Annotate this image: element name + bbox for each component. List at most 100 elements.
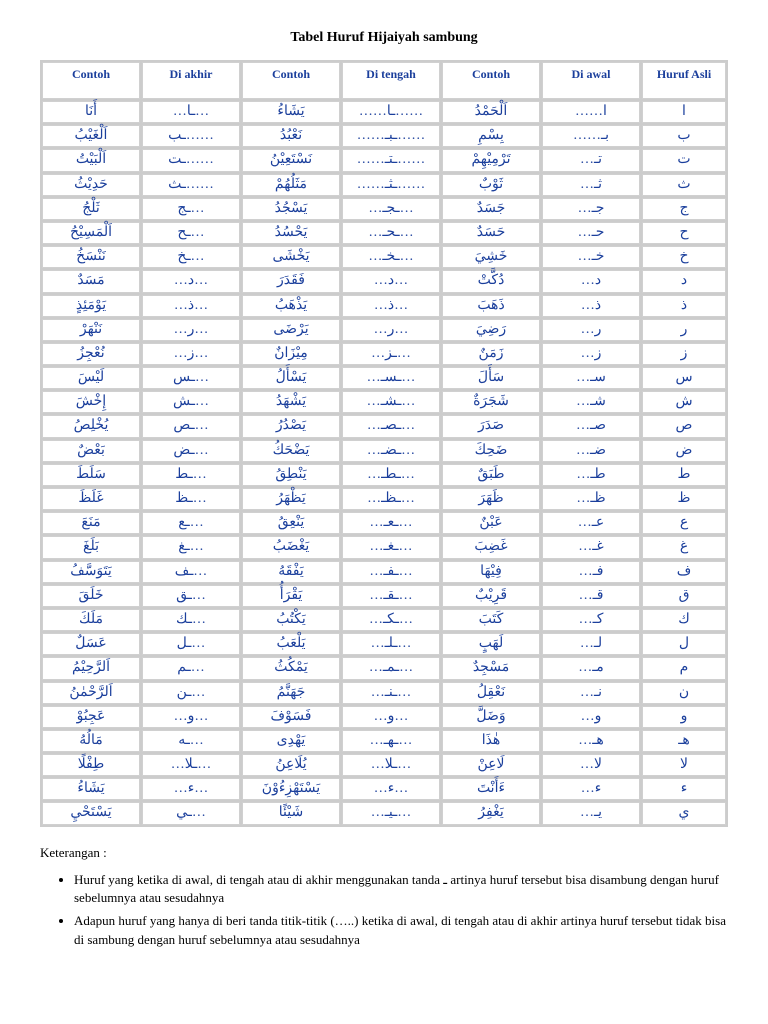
table-cell: …ـح [142, 222, 240, 244]
table-cell: …ذ… [342, 295, 440, 317]
table-cell: فِيْهَا [442, 561, 540, 583]
table-cell: يَكْتُبُ [242, 609, 340, 631]
table-cell: …ر… [142, 319, 240, 341]
table-cell: ص [642, 415, 726, 437]
table-cell: جـ… [542, 198, 640, 220]
table-row: يَشَاءُ…ء…يَسْتَهْزِءُوْنَ…ء…ءَأَنْتَء…ء [42, 778, 726, 800]
table-cell: …ـل [142, 633, 240, 655]
table-cell: عَسَلٌ [42, 633, 140, 655]
table-row: خَلَقَ…ـقيَقْرَأُ…ـقـ…قَرِيْبٌقـ…ق [42, 585, 726, 607]
table-header-row: ContohDi akhirContohDi tengahContohDi aw… [42, 62, 726, 99]
table-cell: …ـك [142, 609, 240, 631]
table-row: اَلْبَيْتُ……ـتنَسْتَعِيْنُ……ـتـ……تَرْمِي… [42, 149, 726, 171]
table-cell: صَدَرَ [442, 415, 540, 437]
table-cell: …ـضـ… [342, 440, 440, 462]
table-cell: هـ [642, 730, 726, 752]
table-cell: خ [642, 246, 726, 268]
table-cell: ء [642, 778, 726, 800]
table-cell: ح [642, 222, 726, 244]
table-cell: ظ [642, 488, 726, 510]
table-cell: ج [642, 198, 726, 220]
table-row: غَلَظَ…ـظيَظْهَرُ…ـظـ…ظَهَرَظـ…ظ [42, 488, 726, 510]
table-cell: يَشَاءُ [242, 101, 340, 123]
keterangan-list: Huruf yang ketika di awal, di tengah ata… [40, 871, 728, 950]
table-cell: سَأَلَ [442, 367, 540, 389]
hijaiyah-table: ContohDi akhirContohDi tengahContohDi aw… [40, 60, 728, 827]
table-row: عَجِبُوْ…و…فَسَوْفَ…و…وَضَلَّو…و [42, 706, 726, 728]
table-cell: …ـنـ… [342, 682, 440, 704]
table-cell: ل [642, 633, 726, 655]
table-row: نُعْجِزُ…ز…مِيْزَانٌ…ـز…زَمَنٌز…ز [42, 343, 726, 365]
table-cell: ……ـت [142, 149, 240, 171]
table-cell: كـ… [542, 609, 640, 631]
table-row: اَلْغَيْبُ……ـبنَعْبُدُ……ـبـ……بِسْمِبـ……ب [42, 125, 726, 147]
table-cell: سَلَطَ [42, 464, 140, 486]
table-cell: طَبَقٌ [442, 464, 540, 486]
table-cell: أَنَا [42, 101, 140, 123]
table-cell: عَجِبُوْ [42, 706, 140, 728]
table-cell: …ـقـ… [342, 585, 440, 607]
table-cell: …ـق [142, 585, 240, 607]
table-cell: ذ [642, 295, 726, 317]
table-cell: يَمْكُثُ [242, 657, 340, 679]
table-cell: حَسَدٌ [442, 222, 540, 244]
table-cell: يَسْتَحْيِ [42, 802, 140, 824]
table-row: إِخْشَ…ـشيَشْهَدُ…ـشـ…شَجَرَةٌشـ…ش [42, 391, 726, 413]
table-cell: …ـطـ… [342, 464, 440, 486]
table-cell: ع [642, 512, 726, 534]
table-cell: و… [542, 706, 640, 728]
col-header: Di akhir [142, 62, 240, 99]
table-row: حَدِيْثُ……ـثمَثَلُهُمْ……ـثـ……ثَوْبٌثـ…ث [42, 174, 726, 196]
table-cell: شـ… [542, 391, 640, 413]
table-cell: قـ… [542, 585, 640, 607]
table-cell: يَسْتَهْزِءُوْنَ [242, 778, 340, 800]
table-cell: لَاعِنْ [442, 754, 540, 776]
table-cell: …ـع [142, 512, 240, 534]
table-cell: يَفْقَهُ [242, 561, 340, 583]
table-cell: ا…… [542, 101, 640, 123]
table-cell: نَعْقِلُ [442, 682, 540, 704]
table-cell: …ء… [342, 778, 440, 800]
table-cell: خـ… [542, 246, 640, 268]
table-cell: هـ… [542, 730, 640, 752]
table-cell: …ـمـ… [342, 657, 440, 679]
table-cell: مَالُهُ [42, 730, 140, 752]
col-header: Contoh [42, 62, 140, 99]
table-cell: ش [642, 391, 726, 413]
table-cell: ب [642, 125, 726, 147]
keterangan-heading: Keterangan : [40, 845, 728, 861]
table-row: مَنَعَ…ـعيَنْعِقُ…ـعـ…عَبْنٌعـ…ع [42, 512, 726, 534]
col-header: Di awal [542, 62, 640, 99]
table-cell: نَنْهَرْ [42, 319, 140, 341]
table-cell: شَجَرَةٌ [442, 391, 540, 413]
table-cell: …د… [342, 270, 440, 292]
table-cell: سـ… [542, 367, 640, 389]
table-cell: ث [642, 174, 726, 196]
table-cell: يَذْهَبُ [242, 295, 340, 317]
table-cell: ……ـبـ…… [342, 125, 440, 147]
table-cell: ……ـا…… [342, 101, 440, 123]
table-cell: تَرْمِيْهِمْ [442, 149, 540, 171]
table-cell: …ـا… [142, 101, 240, 123]
table-row: اَلرَّحِيْمُ…ـميَمْكُثُ…ـمـ…مَسْجِدٌمـ…م [42, 657, 726, 679]
table-cell: يَسْجُدُ [242, 198, 340, 220]
table-cell: ي [642, 802, 726, 824]
table-cell: طـ… [542, 464, 640, 486]
table-cell: يَضْحَكُ [242, 440, 340, 462]
table-row: مَالُهُ…ـهيَهْدِى…ـهـ…هٰذَاهـ…هـ [42, 730, 726, 752]
table-row: مَسَدٌ…د…فَقَدَرَ…د…دُكَّتْد…د [42, 270, 726, 292]
page-title: Tabel Huruf Hijaiyah sambung [40, 30, 728, 46]
table-cell: فـ… [542, 561, 640, 583]
table-row: أَنَا…ـا…يَشَاءُ……ـا……اَلْحَمْدُا……ا [42, 101, 726, 123]
table-cell: …ـس [142, 367, 240, 389]
table-cell: اَلرَّحِيْمُ [42, 657, 140, 679]
table-cell: …ـسـ… [342, 367, 440, 389]
table-row: مَلَكَ…ـكيَكْتُبُ…ـكـ…كَتَبَكـ…ك [42, 609, 726, 631]
table-cell: غـ… [542, 536, 640, 558]
table-cell: ز [642, 343, 726, 365]
table-cell: يَهْدِى [242, 730, 340, 752]
table-cell: …ـظ [142, 488, 240, 510]
table-cell: يـ… [542, 802, 640, 824]
table-cell: س [642, 367, 726, 389]
table-cell: …ـغـ… [342, 536, 440, 558]
